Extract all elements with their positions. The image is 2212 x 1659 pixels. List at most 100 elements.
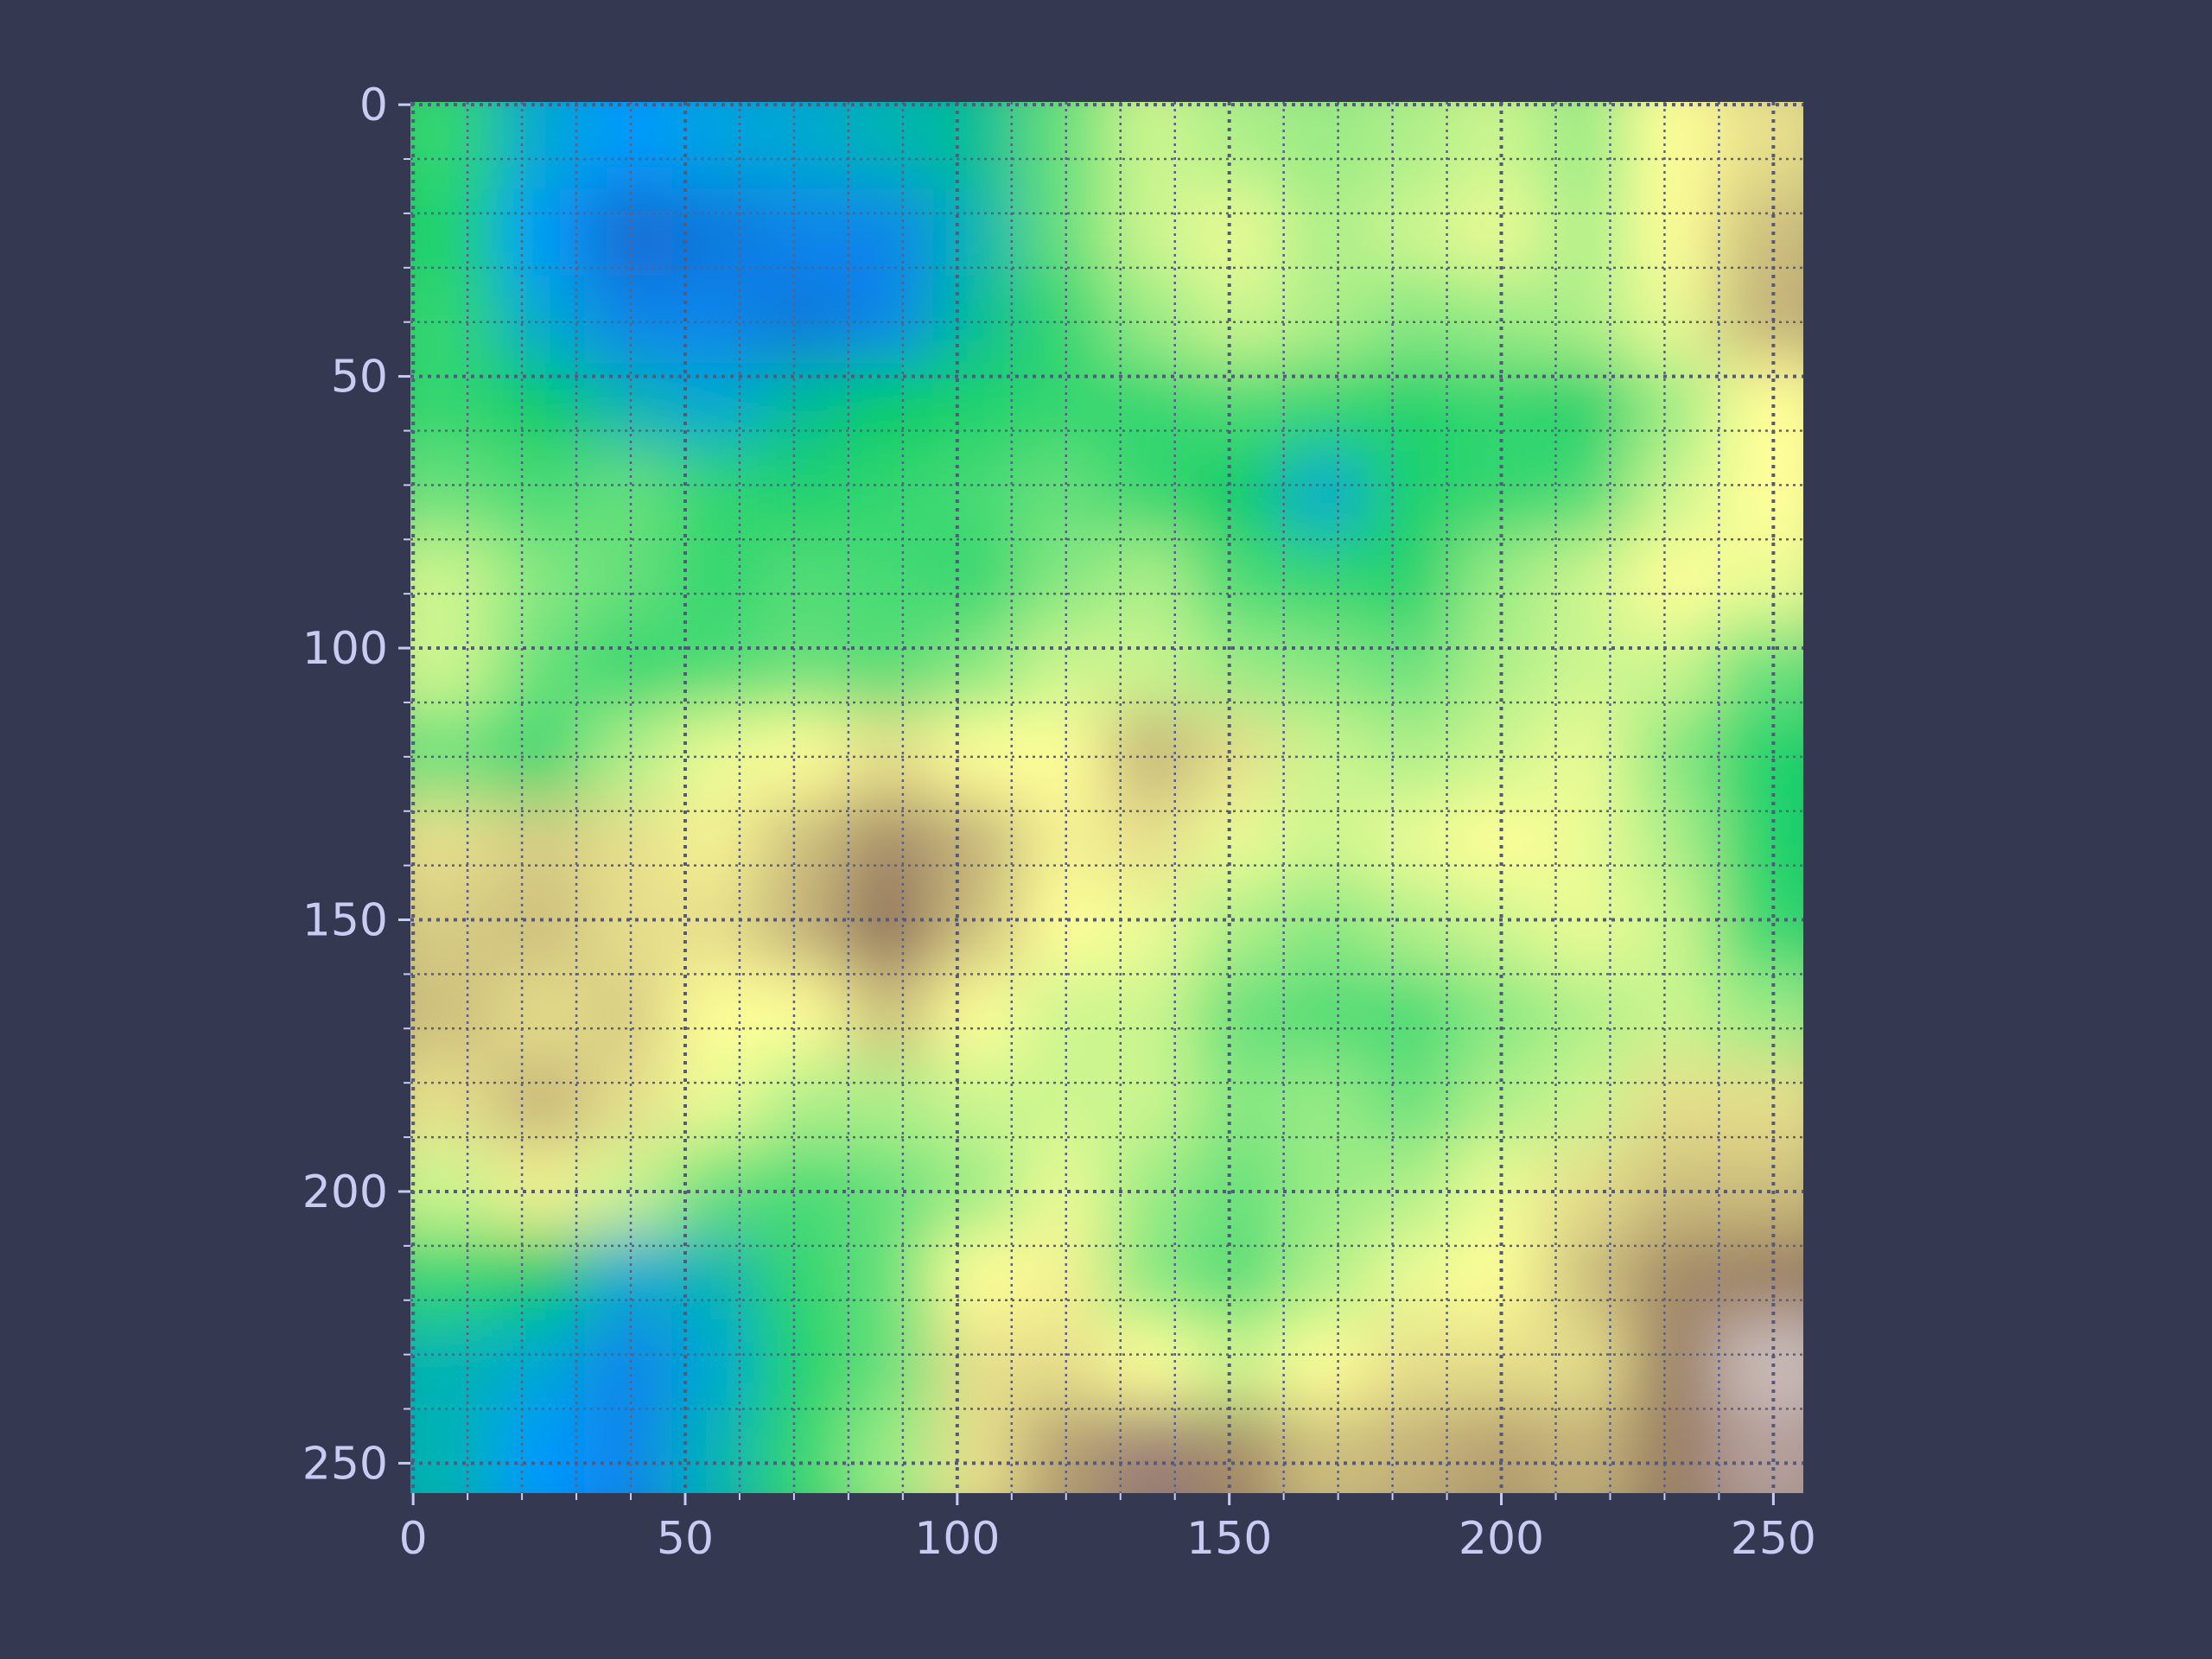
heatmap-cell — [1368, 971, 1456, 1059]
heatmap-cell — [1368, 623, 1456, 711]
heatmap-cell — [1716, 1406, 1803, 1493]
heatmap-cell — [1107, 1319, 1195, 1407]
heatmap-cell — [584, 710, 672, 798]
heatmap-cell — [1281, 1058, 1369, 1147]
heatmap-cell — [1193, 1406, 1282, 1493]
heatmap-cell — [1629, 1058, 1717, 1147]
y-tick-label: 150 — [302, 895, 388, 947]
heatmap-cell — [1193, 1319, 1282, 1407]
heatmap-cell — [1368, 1058, 1456, 1147]
heatmap-cell — [1193, 623, 1282, 711]
heatmap-cell — [1716, 884, 1803, 972]
heatmap-cell — [932, 1145, 1020, 1233]
heatmap-cell — [497, 710, 586, 798]
x-tick-label: 200 — [1459, 1513, 1544, 1565]
heatmap-cell — [497, 623, 586, 711]
heatmap-cell — [1368, 1145, 1456, 1233]
heatmap-cell — [1629, 710, 1717, 798]
heatmap-cell — [759, 449, 847, 537]
heatmap-cell — [1455, 623, 1543, 711]
heatmap-cell — [1193, 537, 1282, 625]
heatmap-image — [410, 102, 1803, 1493]
heatmap-cell — [759, 1145, 847, 1233]
heatmap-cell — [845, 188, 934, 276]
heatmap-cell — [1716, 971, 1803, 1059]
heatmap-cell — [410, 1406, 499, 1493]
heatmap-cell — [932, 623, 1020, 711]
heatmap-cell — [584, 537, 672, 625]
heatmap-cell — [584, 971, 672, 1059]
heatmap-cell — [1455, 188, 1543, 276]
heatmap-cell — [1193, 188, 1282, 276]
heatmap-cell — [1455, 276, 1543, 364]
heatmap-cell — [1716, 1319, 1803, 1407]
y-tick-label: 0 — [359, 79, 388, 131]
heatmap-cell — [845, 449, 934, 537]
heatmap-cell — [1716, 1058, 1803, 1147]
heatmap-cell — [845, 1406, 934, 1493]
heatmap-cell — [1020, 449, 1108, 537]
heatmap-cell — [1020, 1145, 1108, 1233]
heatmap-cell — [584, 1058, 672, 1147]
heatmap-cell — [1020, 537, 1108, 625]
heatmap-cell — [1629, 449, 1717, 537]
heatmap-cell — [1541, 1319, 1630, 1407]
heatmap-cell — [584, 1319, 672, 1407]
heatmap-cell — [1541, 449, 1630, 537]
heatmap-cell — [1455, 1058, 1543, 1147]
heatmap-cell — [1455, 1319, 1543, 1407]
heatmap-cell — [1107, 1058, 1195, 1147]
heatmap-cell — [1629, 1319, 1717, 1407]
heatmap-cell — [584, 1406, 672, 1493]
heatmap-cell — [1281, 102, 1369, 190]
heatmap-cell — [1020, 102, 1108, 190]
heatmap-cell — [410, 623, 499, 711]
heatmap-cell — [1629, 1232, 1717, 1320]
y-tick-label: 200 — [302, 1166, 388, 1218]
heatmap-cell — [1281, 537, 1369, 625]
heatmap-cell — [1368, 188, 1456, 276]
heatmap-cell — [845, 362, 934, 451]
heatmap-cell — [932, 188, 1020, 276]
heatmap-cell — [1368, 884, 1456, 972]
heatmap-cell — [932, 710, 1020, 798]
heatmap-cell — [1193, 971, 1282, 1059]
heatmap-cell — [1020, 188, 1108, 276]
heatmap-cell — [759, 623, 847, 711]
image-clip — [410, 102, 1803, 1493]
heatmap-cell — [932, 1406, 1020, 1493]
heatmap-cell — [1629, 1145, 1717, 1233]
y-tick-label: 50 — [331, 352, 388, 404]
heatmap-cell — [584, 1145, 672, 1233]
heatmap-cell — [1193, 276, 1282, 364]
x-tick-label: 250 — [1731, 1513, 1816, 1565]
heatmap-cell — [1455, 449, 1543, 537]
heatmap-cell — [1455, 1145, 1543, 1233]
heatmap-cell — [1716, 710, 1803, 798]
heatmap-cell — [1020, 884, 1108, 972]
heatmap-cell — [584, 102, 672, 190]
heatmap-cell — [410, 1145, 499, 1233]
heatmap-cell — [1716, 537, 1803, 625]
heatmap-cell — [410, 971, 499, 1059]
heatmap-cell — [759, 971, 847, 1059]
heatmap-cell — [410, 102, 499, 190]
heatmap-cell — [1193, 1145, 1282, 1233]
heatmap-cell — [759, 102, 847, 190]
heatmap-cell — [932, 276, 1020, 364]
heatmap-cell — [1716, 102, 1803, 190]
heatmap-cell — [410, 537, 499, 625]
heatmap-cell — [1281, 276, 1369, 364]
y-tick-label: 100 — [302, 623, 388, 675]
heatmap-cell — [759, 1406, 847, 1493]
heatmap-cell — [1193, 798, 1282, 886]
heatmap-cell — [759, 1319, 847, 1407]
heatmap-cell — [1281, 449, 1369, 537]
heatmap-cell — [1629, 884, 1717, 972]
heatmap-cell — [845, 710, 934, 798]
heatmap-cell — [932, 884, 1020, 972]
heatmap-cell — [759, 537, 847, 625]
heatmap-cell — [584, 884, 672, 972]
heatmap-cell — [1629, 798, 1717, 886]
